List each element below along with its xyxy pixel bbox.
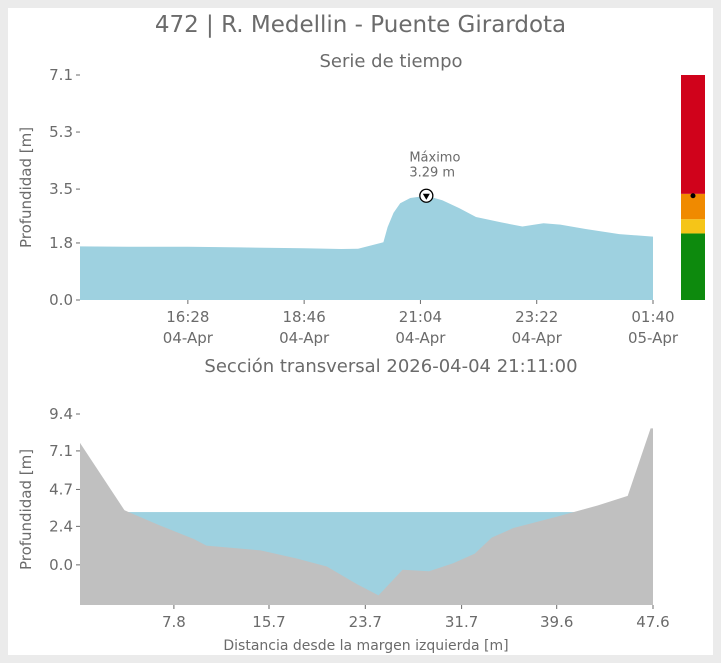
x-tick-date: 04-Apr bbox=[279, 329, 330, 347]
x-tick-label: 47.6 bbox=[636, 613, 669, 631]
y-axis-label: Profundidad [m] bbox=[17, 449, 35, 570]
alert-level-segment bbox=[681, 219, 705, 234]
x-tick-label: 23:22 bbox=[515, 308, 558, 326]
x-tick-label: 7.8 bbox=[162, 613, 186, 631]
max-annotation-value: 3.29 m bbox=[409, 166, 455, 181]
x-tick-label: 18:46 bbox=[283, 308, 326, 326]
max-marker-arrow bbox=[422, 193, 430, 200]
alert-level-segment bbox=[681, 75, 705, 194]
x-tick-label: 39.6 bbox=[540, 613, 573, 631]
y-tick-label: 0.0 bbox=[49, 556, 73, 574]
x-tick-date: 05-Apr bbox=[628, 329, 679, 347]
terrain-profile bbox=[80, 428, 653, 605]
x-tick-date: 04-Apr bbox=[163, 329, 214, 347]
y-tick-label: 2.4 bbox=[49, 517, 73, 535]
y-tick-label: 5.3 bbox=[49, 123, 73, 141]
alert-level-segment bbox=[681, 233, 705, 300]
section-title: Sección transversal 2026-04-04 21:11:00 bbox=[204, 356, 577, 377]
y-tick-label: 1.8 bbox=[49, 234, 73, 252]
y-tick-label: 9.4 bbox=[49, 405, 73, 423]
x-tick-label: 21:04 bbox=[399, 308, 442, 326]
x-tick-label: 23.7 bbox=[349, 613, 382, 631]
x-tick-date: 04-Apr bbox=[395, 329, 446, 347]
page-title: 472 | R. Medellin - Puente Girardota bbox=[154, 12, 567, 38]
x-tick-date: 04-Apr bbox=[512, 329, 563, 347]
y-tick-label: 7.1 bbox=[49, 66, 73, 84]
x-tick-label: 15.7 bbox=[252, 613, 285, 631]
y-tick-label: 0.0 bbox=[49, 291, 73, 309]
y-tick-label: 3.5 bbox=[49, 180, 73, 198]
y-tick-label: 7.1 bbox=[49, 442, 73, 460]
series-title: Serie de tiempo bbox=[319, 51, 462, 72]
x-tick-label: 31.7 bbox=[445, 613, 478, 631]
x-tick-label: 01:40 bbox=[631, 308, 674, 326]
x-axis-label: Distancia desde la margen izquierda [m] bbox=[223, 638, 508, 654]
y-axis-label: Profundidad [m] bbox=[17, 127, 35, 248]
y-tick-label: 4.7 bbox=[49, 480, 73, 498]
max-annotation-label: Máximo bbox=[409, 151, 460, 166]
x-tick-label: 16:28 bbox=[166, 308, 209, 326]
alert-current-marker bbox=[690, 193, 696, 199]
depth-area bbox=[80, 195, 653, 300]
